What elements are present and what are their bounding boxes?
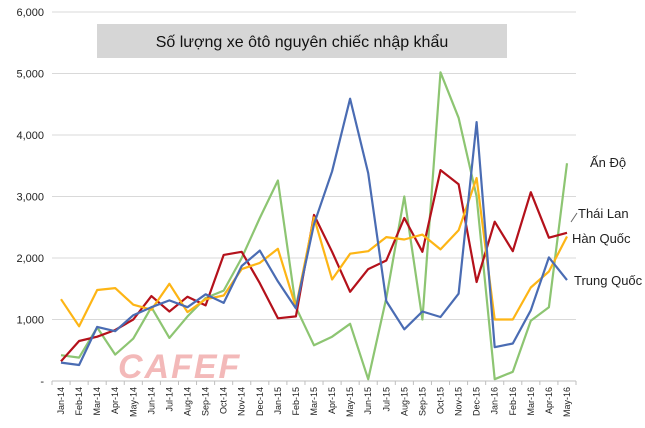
series-label: Hàn Quốc xyxy=(572,231,631,246)
x-tick-label: Jul-14 xyxy=(164,387,174,412)
y-tick-label: 2,000 xyxy=(16,253,44,265)
series-lines xyxy=(60,71,569,381)
x-tick-label: Aug-14 xyxy=(183,387,193,416)
gridlines xyxy=(52,11,576,320)
x-tick-label: Apr-16 xyxy=(544,387,554,414)
x-tick-label: Sep-15 xyxy=(417,387,427,416)
y-tick-label: 1,000 xyxy=(16,315,44,327)
series-line xyxy=(60,169,568,363)
x-tick-label: Apr-14 xyxy=(110,387,120,414)
x-tick-label: May-15 xyxy=(345,387,355,417)
series-label: Thái Lan xyxy=(578,206,629,221)
y-tick-label: 5,000 xyxy=(16,69,44,81)
x-tick-label: Mar-15 xyxy=(309,387,319,416)
x-tick-label: Nov-14 xyxy=(237,387,247,416)
x-tick-label: Jun-14 xyxy=(146,387,156,415)
x-tick-label: Jul-15 xyxy=(381,387,391,412)
y-tick-label: - xyxy=(40,376,44,388)
series-line xyxy=(60,176,568,328)
x-tick-label: Oct-15 xyxy=(435,387,445,414)
series-label: Trung Quốc xyxy=(574,273,643,288)
y-tick-label: 4,000 xyxy=(16,130,44,142)
x-tick-label: Jun-15 xyxy=(363,387,373,415)
x-tick-label: May-16 xyxy=(562,387,572,417)
x-tick-label: Jan-15 xyxy=(273,387,283,415)
x-tick-label: Jan-16 xyxy=(490,387,500,415)
x-axis: Jan-14 Feb-14 Mar-14 Apr-14 May-14 Jun-14 Jul-… xyxy=(51,380,577,417)
x-tick-label: May-14 xyxy=(128,387,138,417)
x-tick-label: Apr-15 xyxy=(327,387,337,414)
x-tick-label: Feb-14 xyxy=(74,387,84,416)
series-line xyxy=(60,71,569,381)
watermark-logo: CAFEF xyxy=(118,348,241,386)
y-axis: - 1,000 2,000 3,000 4,000 5,000 6,000 xyxy=(16,7,44,388)
series-labels: Ấn Độ Thái Lan Hàn Quốc Trung Quốc xyxy=(570,155,643,288)
x-tick-label: Sep-14 xyxy=(201,387,211,416)
x-tick-label: Feb-16 xyxy=(508,387,518,416)
x-tick-label: Dec-15 xyxy=(472,387,482,416)
x-tick-label: Oct-14 xyxy=(219,387,229,414)
x-tick-label: Feb-15 xyxy=(291,387,301,416)
label-leader-line xyxy=(570,212,578,223)
x-tick-label: Mar-16 xyxy=(526,387,536,416)
x-tick-label: Aug-15 xyxy=(399,387,409,416)
y-tick-label: 3,000 xyxy=(16,192,44,204)
series-line xyxy=(60,97,568,367)
x-tick-label: Dec-14 xyxy=(255,387,265,416)
x-tick-label: Mar-14 xyxy=(92,387,102,416)
x-tick-label: Nov-15 xyxy=(454,387,464,416)
x-tick-label: Jan-14 xyxy=(56,387,66,415)
chart-title: Số lượng xe ôtô nguyên chiếc nhập khẩu xyxy=(156,33,449,51)
series-label: Ấn Độ xyxy=(590,155,626,170)
y-tick-label: 6,000 xyxy=(16,7,44,19)
chart-title-box: Số lượng xe ôtô nguyên chiếc nhập khẩu xyxy=(97,24,507,58)
